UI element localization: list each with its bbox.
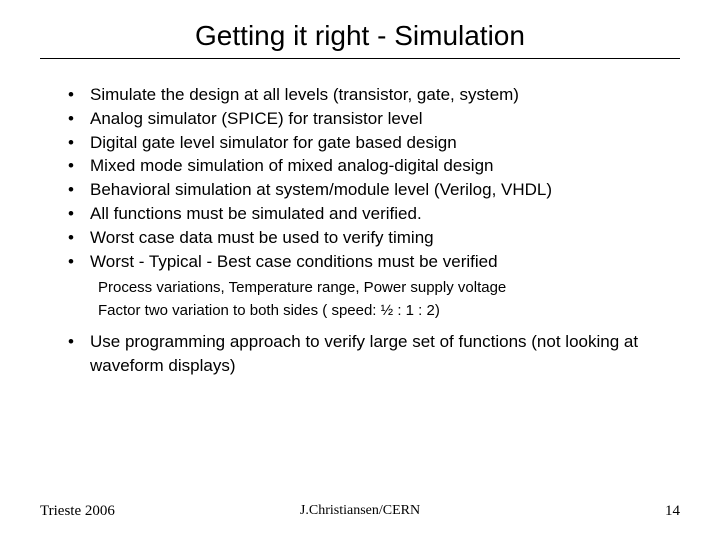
sub-line: Process variations, Temperature range, P… <box>98 277 680 300</box>
list-item: Worst case data must be used to verify t… <box>68 226 680 250</box>
bullet-list-2: Use programming approach to verify large… <box>40 330 680 378</box>
list-item: All functions must be simulated and veri… <box>68 202 680 226</box>
list-item: Worst - Typical - Best case conditions m… <box>68 250 680 274</box>
footer-page-number: 14 <box>665 503 680 520</box>
bullet-list-1: Simulate the design at all levels (trans… <box>40 83 680 273</box>
title-underline <box>40 58 680 59</box>
list-item: Mixed mode simulation of mixed analog-di… <box>68 154 680 178</box>
list-item: Digital gate level simulator for gate ba… <box>68 131 680 155</box>
list-item: Use programming approach to verify large… <box>68 330 680 378</box>
slide-footer: Trieste 2006 J.Christiansen/CERN 14 <box>40 503 680 520</box>
sub-bullet-block: Process variations, Temperature range, P… <box>40 277 680 322</box>
slide-title: Getting it right - Simulation <box>40 20 680 52</box>
footer-left: Trieste 2006 <box>40 503 115 520</box>
sub-line: Factor two variation to both sides ( spe… <box>98 300 680 323</box>
list-item: Analog simulator (SPICE) for transistor … <box>68 107 680 131</box>
list-item: Behavioral simulation at system/module l… <box>68 178 680 202</box>
footer-center: J.Christiansen/CERN <box>300 503 420 519</box>
list-item: Simulate the design at all levels (trans… <box>68 83 680 107</box>
